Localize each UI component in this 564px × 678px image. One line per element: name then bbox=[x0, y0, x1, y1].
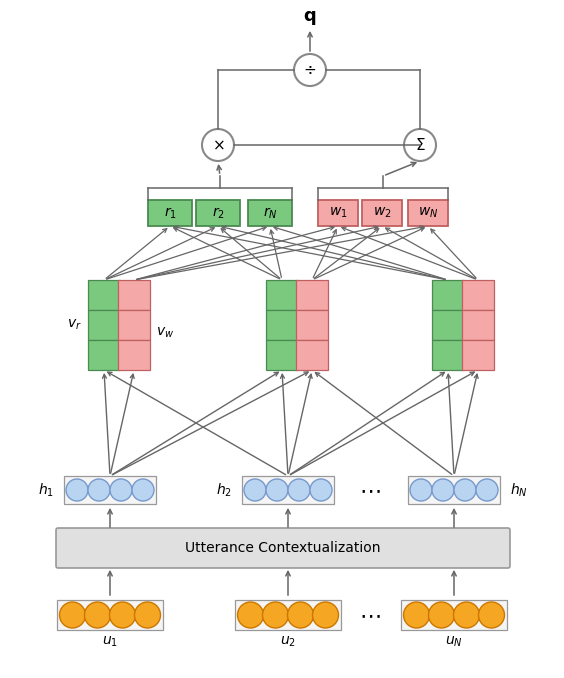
Circle shape bbox=[202, 129, 234, 161]
Circle shape bbox=[85, 602, 111, 628]
Bar bbox=[296, 340, 328, 370]
Circle shape bbox=[410, 479, 432, 501]
Text: $\times$: $\times$ bbox=[212, 138, 224, 153]
Bar bbox=[401, 600, 507, 630]
Circle shape bbox=[429, 602, 455, 628]
Bar bbox=[266, 310, 298, 340]
Bar bbox=[57, 600, 163, 630]
Circle shape bbox=[294, 54, 326, 86]
Bar bbox=[118, 310, 150, 340]
Bar bbox=[362, 200, 402, 226]
Bar bbox=[235, 600, 341, 630]
Text: $r_1$: $r_1$ bbox=[164, 205, 177, 221]
Circle shape bbox=[88, 479, 110, 501]
Circle shape bbox=[244, 479, 266, 501]
Circle shape bbox=[237, 602, 263, 628]
Circle shape bbox=[110, 479, 132, 501]
Text: $u_{N}$: $u_{N}$ bbox=[445, 635, 463, 650]
Bar bbox=[88, 310, 120, 340]
Bar bbox=[462, 280, 494, 310]
Circle shape bbox=[266, 479, 288, 501]
Bar bbox=[296, 310, 328, 340]
Bar bbox=[296, 280, 328, 310]
Circle shape bbox=[478, 602, 505, 628]
FancyBboxPatch shape bbox=[56, 528, 510, 568]
Text: $\cdots$: $\cdots$ bbox=[359, 605, 381, 625]
Circle shape bbox=[404, 129, 436, 161]
Bar bbox=[266, 280, 298, 310]
Circle shape bbox=[66, 479, 88, 501]
Circle shape bbox=[134, 602, 161, 628]
Bar bbox=[242, 476, 334, 504]
Bar bbox=[118, 340, 150, 370]
Circle shape bbox=[109, 602, 135, 628]
Circle shape bbox=[432, 479, 454, 501]
Text: $w_1$: $w_1$ bbox=[329, 206, 347, 220]
Bar bbox=[462, 340, 494, 370]
Circle shape bbox=[288, 479, 310, 501]
Bar bbox=[88, 280, 120, 310]
Text: $\cdots$: $\cdots$ bbox=[359, 480, 381, 500]
Text: Utterance Contextualization: Utterance Contextualization bbox=[185, 541, 381, 555]
Text: $h_{2}$: $h_{2}$ bbox=[216, 481, 232, 499]
Circle shape bbox=[454, 479, 476, 501]
Text: $r_2$: $r_2$ bbox=[212, 205, 224, 221]
Bar bbox=[408, 476, 500, 504]
Text: $h_{N}$: $h_{N}$ bbox=[510, 481, 528, 499]
Circle shape bbox=[288, 602, 314, 628]
Bar bbox=[266, 340, 298, 370]
Text: $w_2$: $w_2$ bbox=[373, 206, 391, 220]
Bar bbox=[432, 280, 464, 310]
Text: $v_r$: $v_r$ bbox=[67, 318, 82, 332]
Bar bbox=[118, 280, 150, 310]
Bar bbox=[64, 476, 156, 504]
Bar bbox=[432, 310, 464, 340]
Circle shape bbox=[262, 602, 289, 628]
Text: $v_w$: $v_w$ bbox=[156, 326, 174, 340]
Bar bbox=[248, 200, 292, 226]
Bar bbox=[408, 200, 448, 226]
Bar bbox=[196, 200, 240, 226]
Bar bbox=[462, 310, 494, 340]
Bar bbox=[88, 340, 120, 370]
Circle shape bbox=[403, 602, 430, 628]
Bar bbox=[148, 200, 192, 226]
Text: $r_N$: $r_N$ bbox=[263, 205, 277, 221]
Text: $w_N$: $w_N$ bbox=[418, 206, 438, 220]
Text: $u_{2}$: $u_{2}$ bbox=[280, 635, 296, 650]
Text: $\Sigma$: $\Sigma$ bbox=[415, 137, 425, 153]
Bar bbox=[318, 200, 358, 226]
Circle shape bbox=[476, 479, 498, 501]
Circle shape bbox=[312, 602, 338, 628]
Bar bbox=[432, 340, 464, 370]
Circle shape bbox=[310, 479, 332, 501]
Text: $h_{1}$: $h_{1}$ bbox=[38, 481, 54, 499]
Circle shape bbox=[453, 602, 479, 628]
Circle shape bbox=[132, 479, 154, 501]
Text: $u_{1}$: $u_{1}$ bbox=[102, 635, 118, 650]
Text: $\mathbf{q}$: $\mathbf{q}$ bbox=[303, 9, 316, 27]
Circle shape bbox=[59, 602, 86, 628]
Text: $\div$: $\div$ bbox=[303, 62, 316, 77]
